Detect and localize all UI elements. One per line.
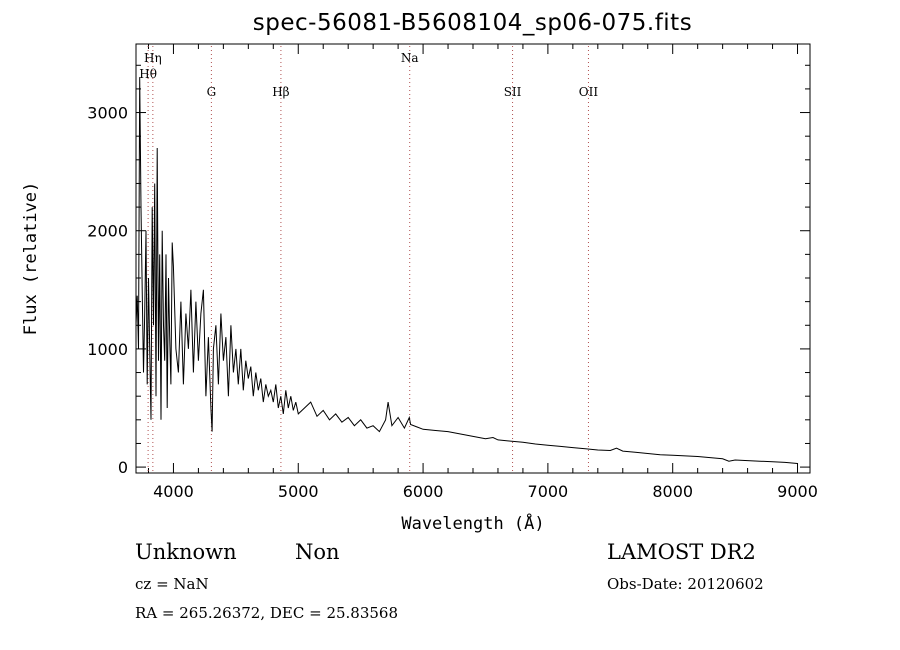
- spectral-line-label: G: [207, 85, 217, 99]
- spectrum-trace: [135, 77, 798, 464]
- y-axis-label: Flux (relative): [21, 182, 41, 336]
- x-tick-label: 4000: [153, 482, 194, 501]
- plot-frame: [135, 43, 811, 474]
- y-tick-label: 1000: [87, 340, 128, 359]
- object-subclass: Non: [295, 540, 340, 564]
- x-tick-label: 8000: [652, 482, 693, 501]
- x-axis-label: Wavelength (Å): [401, 512, 544, 534]
- y-tick-label: 2000: [87, 222, 128, 241]
- spectral-line-label: Na: [401, 51, 419, 65]
- spectral-line-label: SII: [504, 85, 522, 99]
- redshift-readout: cz = NaN: [135, 575, 209, 593]
- x-tick-label: 6000: [403, 482, 444, 501]
- object-class: Unknown: [135, 540, 237, 564]
- x-tick-label: 5000: [278, 482, 319, 501]
- coordinates-readout: RA = 265.26372, DEC = 25.83568: [135, 604, 399, 622]
- y-tick-label: 3000: [87, 104, 128, 123]
- y-tick-label: 0: [118, 458, 128, 477]
- x-tick-label: 9000: [777, 482, 818, 501]
- survey-name: LAMOST DR2: [607, 540, 756, 564]
- spectral-line-label: Hθ: [139, 67, 157, 81]
- chart-title: spec-56081-B5608104_sp06-075.fits: [252, 10, 693, 36]
- x-tick-label: 7000: [528, 482, 569, 501]
- spectral-line-label: Hη: [144, 51, 162, 65]
- spectral-line-label: Hβ: [272, 85, 289, 99]
- spectral-line-label: OII: [579, 85, 599, 99]
- observation-date: Obs-Date: 20120602: [607, 575, 764, 593]
